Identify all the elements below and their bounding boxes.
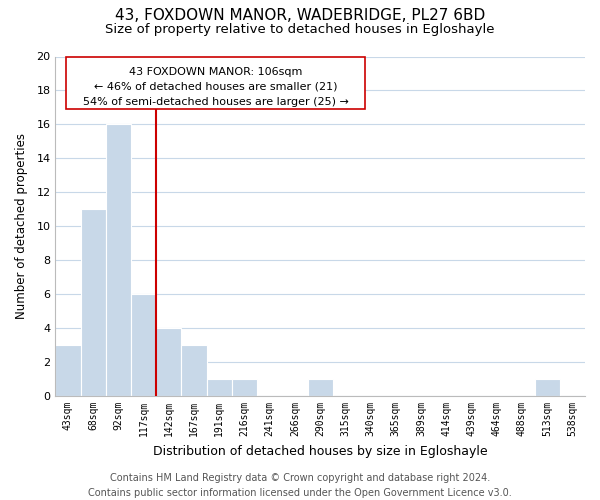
Text: ← 46% of detached houses are smaller (21): ← 46% of detached houses are smaller (21… [94,82,337,92]
Bar [55,345,80,396]
Bar [106,124,131,396]
Bar [181,345,206,396]
Bar [535,379,560,396]
Text: Contains HM Land Registry data © Crown copyright and database right 2024.
Contai: Contains HM Land Registry data © Crown c… [88,472,512,498]
Bar [156,328,181,396]
Bar [232,379,257,396]
Text: 43, FOXDOWN MANOR, WADEBRIDGE, PL27 6BD: 43, FOXDOWN MANOR, WADEBRIDGE, PL27 6BD [115,8,485,22]
Text: 54% of semi-detached houses are larger (25) →: 54% of semi-detached houses are larger (… [83,97,349,107]
Bar [131,294,156,396]
FancyBboxPatch shape [66,56,365,109]
Bar [308,379,333,396]
Text: 43 FOXDOWN MANOR: 106sqm: 43 FOXDOWN MANOR: 106sqm [129,66,302,76]
Bar [206,379,232,396]
Text: Size of property relative to detached houses in Egloshayle: Size of property relative to detached ho… [105,22,495,36]
X-axis label: Distribution of detached houses by size in Egloshayle: Distribution of detached houses by size … [153,444,487,458]
Y-axis label: Number of detached properties: Number of detached properties [15,134,28,320]
Bar [80,210,106,396]
